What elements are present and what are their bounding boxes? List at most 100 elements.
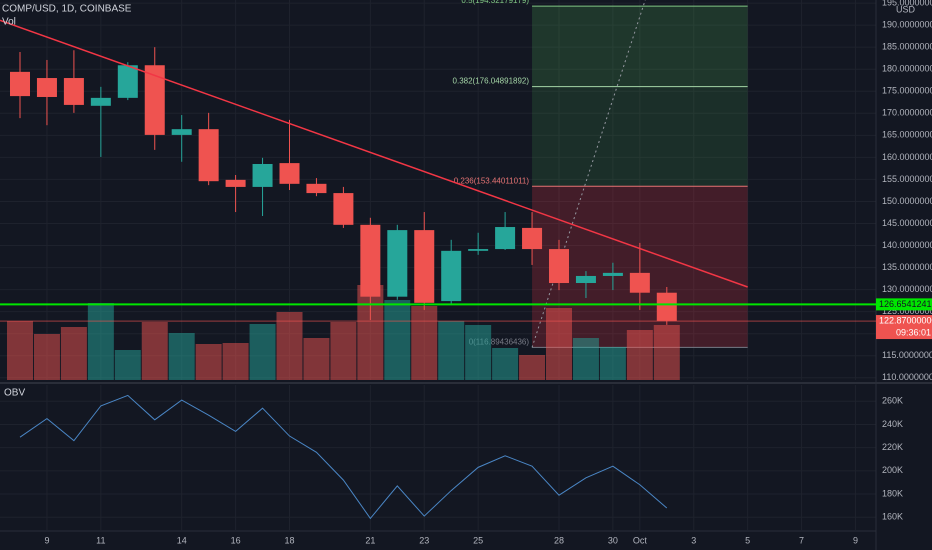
price-line-tag [876, 298, 932, 311]
plot: 0.5(194.32179179) 0.382(176.04891892) 0.23… [0, 0, 748, 520]
chart-title: COMP/USD, 1D, COINBASE [2, 4, 132, 15]
last-price-label: 122.87000000 [879, 315, 932, 325]
projection [531, 0, 646, 348]
candle-body [602, 272, 623, 276]
candle-body [63, 78, 84, 105]
x-tick-label: 30 [608, 535, 618, 545]
x-tick-label: 23 [419, 535, 429, 545]
candle-body [10, 71, 30, 97]
y-tick-label: 165.00000000 [882, 130, 932, 140]
candle-body [522, 227, 543, 250]
candle-body [198, 129, 219, 182]
x-tick-label: 25 [473, 535, 483, 545]
candle-body [441, 250, 462, 302]
y-tick-label: 185.00000000 [882, 42, 932, 52]
candle-body [549, 249, 569, 284]
y-tick-label: 195.00000000 [882, 0, 932, 7]
x-tick-label: 9 [853, 535, 858, 545]
y-tick-label: 175.00000000 [882, 86, 932, 96]
volume-bar [330, 322, 357, 380]
y-tick-label: 170.00000000 [882, 108, 932, 118]
x-tick-label: 11 [96, 535, 105, 545]
volume-bar [276, 312, 303, 380]
obv-title: OBV [4, 388, 25, 399]
countdown: 09:36:01 [896, 327, 931, 337]
obv-line [19, 394, 668, 520]
y-tick-label: 180.00000000 [882, 64, 932, 74]
y-tick-label: 145.00000000 [882, 218, 932, 228]
candle-body [656, 292, 677, 321]
y-tick-label: 200K [882, 465, 903, 475]
currency-label: USD [896, 4, 916, 14]
volume-bar [411, 306, 438, 380]
y-tick-label: 155.00000000 [882, 174, 932, 184]
y-tick-label: 130.00000000 [882, 284, 932, 294]
x-tick-label: 9 [44, 535, 49, 545]
candle-body [144, 65, 165, 135]
y-tick-label: 220K [882, 442, 903, 452]
x-tick-label: 16 [231, 535, 241, 545]
candle-body [575, 275, 596, 284]
y-tick-label: 150.00000000 [882, 196, 932, 206]
last-price-tag [876, 315, 932, 340]
y-tick-label: 240K [882, 419, 903, 429]
fib-label: 0.236(153.44011011) [454, 176, 530, 185]
volume-bar [465, 325, 492, 380]
candle-body [495, 227, 516, 250]
y-tick-label: 115.00000000 [882, 350, 932, 360]
volume-bar [653, 325, 680, 380]
y-tick-label: 125.00000000 [882, 306, 932, 316]
volume-bar [626, 330, 653, 380]
candle-body [117, 65, 138, 98]
volume-bar [546, 308, 572, 380]
candle-body [171, 129, 192, 135]
x-tick-label: 18 [284, 535, 294, 545]
y-tick-label: 180K [882, 488, 903, 498]
y-tick-label: 190.00000000 [882, 20, 932, 30]
candle-body [468, 249, 489, 251]
fib-label: 0.382(176.04891892) [453, 77, 530, 86]
volume-bar [7, 321, 33, 380]
fib-zone [532, 86, 748, 187]
volume-bar [195, 344, 222, 380]
candle-body [225, 179, 246, 187]
x-tick-label: 3 [691, 535, 696, 545]
y-tick-label: 135.00000000 [882, 262, 932, 272]
volume-bar [114, 350, 141, 380]
volume-bar [141, 322, 168, 380]
candle-body [414, 230, 435, 303]
volume-bar [60, 327, 87, 380]
volume-bar [438, 321, 465, 380]
volume-bar [33, 334, 60, 380]
y-tick-label: 140.00000000 [882, 240, 932, 250]
fib-label: 0.5(194.32179179) [461, 0, 529, 5]
trend-line [0, 19, 748, 288]
volume-bar [599, 347, 626, 380]
volume-bar [384, 300, 411, 380]
volume-bar [572, 338, 599, 380]
x-tick-label: Oct [633, 535, 648, 545]
candle-body [252, 163, 273, 187]
x-tick-label: 5 [745, 535, 750, 545]
x-tick-label: 28 [554, 535, 564, 545]
fib-label: 0(116.89436436) [469, 338, 530, 347]
candle-body [387, 230, 408, 297]
x-tick-label: 14 [177, 535, 187, 545]
volume-label: Vol [2, 17, 16, 28]
price-line-label: 126.65412412 [879, 299, 932, 309]
x-tick-label: 21 [365, 535, 375, 545]
candle-body [279, 163, 300, 184]
volume-bar [303, 338, 330, 380]
y-tick-label: 110.00000000 [882, 372, 932, 382]
volume-bar [168, 333, 195, 380]
volume-bar [519, 355, 546, 380]
candle-body [333, 193, 354, 225]
volume-bar [87, 303, 114, 380]
candle-body [36, 78, 57, 97]
volume-bar [222, 343, 249, 380]
candle-body [629, 272, 650, 293]
candle-body [360, 224, 381, 297]
volume-bar [492, 348, 519, 380]
y-tick-label: 160.00000000 [882, 152, 932, 162]
